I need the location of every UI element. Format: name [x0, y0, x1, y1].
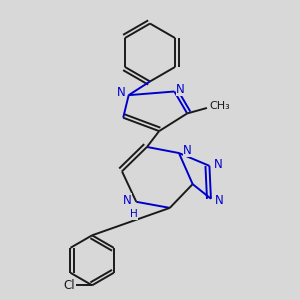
- Text: Cl: Cl: [64, 279, 75, 292]
- Text: N: N: [214, 158, 222, 171]
- Text: N: N: [176, 82, 185, 96]
- Text: N: N: [123, 194, 131, 207]
- Text: CH₃: CH₃: [209, 101, 230, 111]
- Text: N: N: [117, 86, 125, 99]
- Text: N: N: [215, 194, 224, 207]
- Text: H: H: [130, 209, 138, 219]
- Text: N: N: [183, 143, 192, 157]
